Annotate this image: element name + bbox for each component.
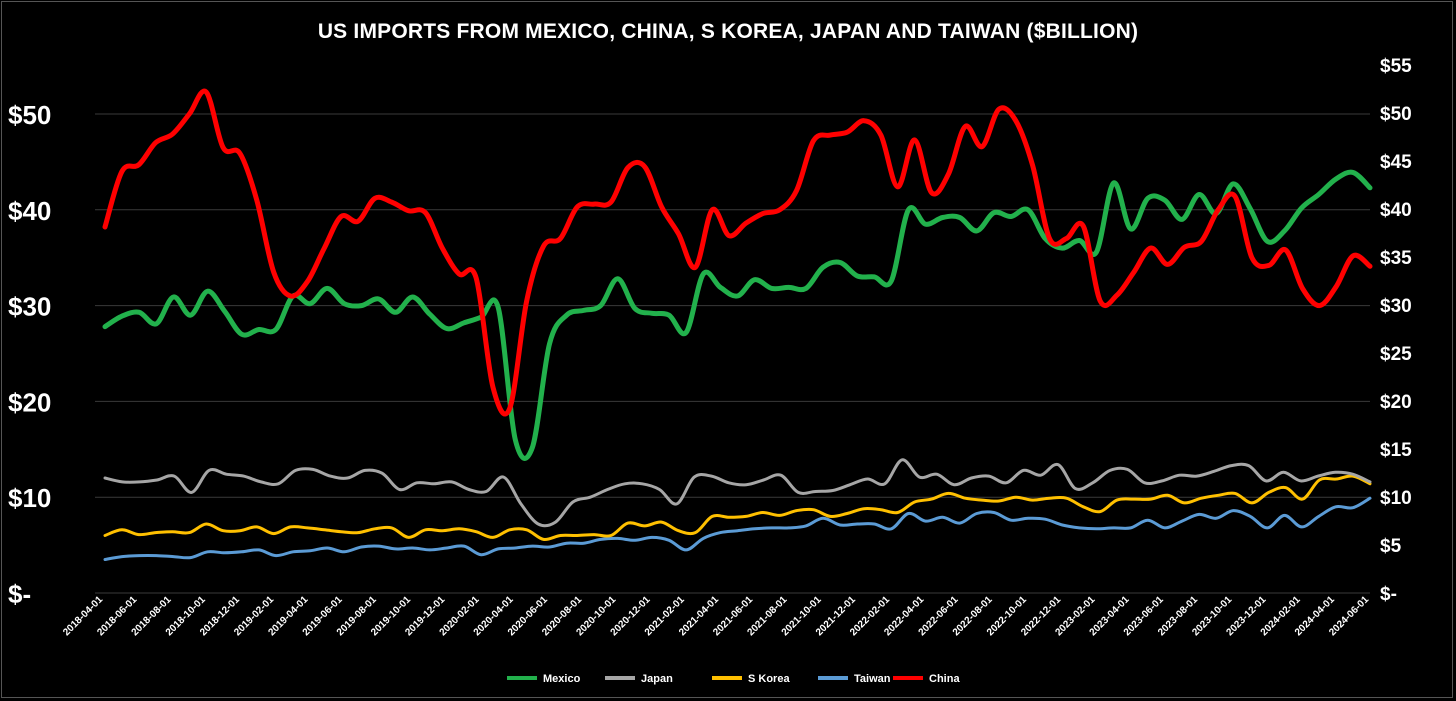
legend-label: Japan <box>641 673 673 685</box>
right-tick-label: $50 <box>1380 104 1412 125</box>
series-line-japan <box>103 458 1372 528</box>
right-tick-label: $20 <box>1380 392 1412 413</box>
series-line-mexico <box>102 169 1373 461</box>
right-tick-label: $5 <box>1380 536 1402 557</box>
series-line-s-korea <box>103 474 1372 542</box>
right-tick-label: $- <box>1380 584 1397 605</box>
left-tick-label: $30 <box>8 292 51 322</box>
legend: Mexico Japan S Korea Taiwan China <box>507 673 960 685</box>
right-tick-label: $40 <box>1380 200 1412 221</box>
legend-label: China <box>929 673 960 685</box>
legend-label: S Korea <box>748 673 790 685</box>
left-tick-label: $50 <box>8 100 51 130</box>
x-axis: 2018-04-012018-06-012018-08-012018-10-01… <box>61 594 1371 638</box>
right-tick-label: $25 <box>1380 344 1412 365</box>
right-tick-label: $30 <box>1380 296 1412 317</box>
right-tick-label: $10 <box>1380 488 1412 509</box>
legend-label: Mexico <box>543 673 581 685</box>
left-tick-label: $10 <box>8 483 51 513</box>
left-y-axis: $50 $40 $30 $20 $10 $- <box>8 100 51 609</box>
right-tick-label: $55 <box>1380 56 1412 77</box>
left-tick-label: $20 <box>8 387 51 417</box>
series-layer <box>102 88 1373 561</box>
right-tick-label: $15 <box>1380 440 1412 461</box>
right-y-axis: $55 $50 $45 $40 $35 $30 $25 $20 $15 $10 $5 $- <box>1380 56 1412 605</box>
chart-title: US IMPORTS FROM MEXICO, CHINA, S KOREA, … <box>317 20 1139 43</box>
right-tick-label: $35 <box>1380 248 1412 269</box>
series-line-taiwan <box>103 496 1372 561</box>
legend-label: Taiwan <box>854 673 891 685</box>
left-tick-label: $40 <box>8 196 51 226</box>
series-line-china <box>102 88 1373 417</box>
left-tick-label: $- <box>8 579 31 609</box>
right-tick-label: $45 <box>1380 152 1412 173</box>
